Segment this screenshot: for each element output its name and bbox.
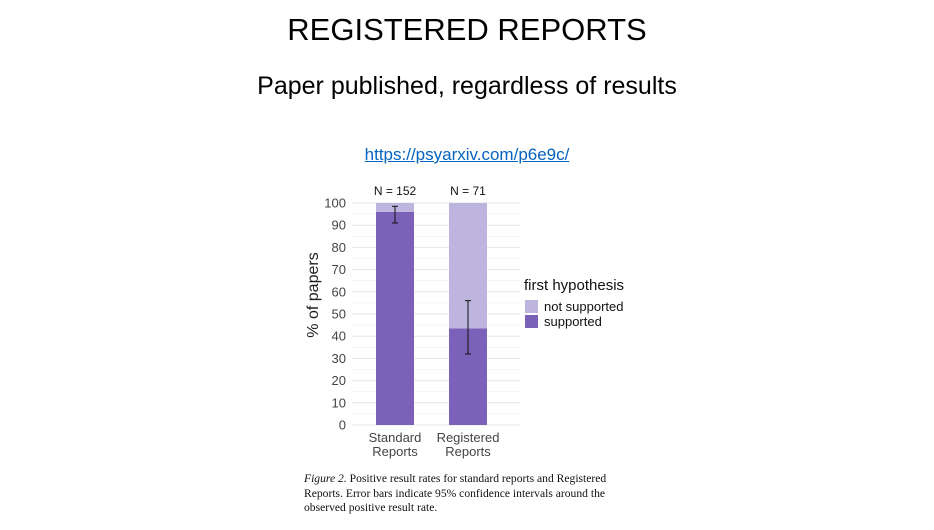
bar-annotations: N = 152 N = 71 (374, 184, 486, 198)
y-axis-ticks: 0 10 20 30 40 50 60 70 80 90 100 (324, 196, 346, 433)
source-link[interactable]: https://psyarxiv.com/p6e9c/ (364, 145, 570, 164)
y-tick-label: 30 (332, 351, 346, 366)
caption-label: Figure 2. (304, 472, 347, 485)
legend-swatch-supported (525, 315, 538, 328)
legend-label-supported: supported (544, 314, 602, 329)
y-axis-label: % of papers (305, 252, 322, 337)
source-link-container: https://psyarxiv.com/p6e9c/ (0, 145, 934, 165)
error-bars (392, 205, 471, 355)
y-tick-label: 100 (324, 196, 346, 211)
bar-annotation: N = 152 (374, 184, 417, 198)
x-tick-label: Registered (437, 430, 500, 445)
y-tick-label: 80 (332, 240, 346, 255)
y-tick-label: 10 (332, 395, 346, 410)
y-tick-label: 60 (332, 284, 346, 299)
y-tick-label: 90 (332, 218, 346, 233)
y-tick-label: 0 (339, 418, 346, 433)
legend-label-not-supported: not supported (544, 299, 624, 314)
x-tick-label: Standard (369, 430, 422, 445)
slide-subtitle: Paper published, regardless of results (257, 72, 677, 100)
legend-swatch-not-supported (525, 300, 538, 313)
y-tick-label: 50 (332, 307, 346, 322)
figure-caption: Figure 2. Positive result rates for stan… (304, 472, 644, 516)
x-tick-label: Reports (445, 444, 491, 459)
legend-title: first hypothesis (524, 277, 624, 294)
y-tick-label: 40 (332, 329, 346, 344)
bars (376, 203, 487, 425)
x-tick-label: Reports (372, 444, 418, 459)
y-tick-label: 20 (332, 373, 346, 388)
slide-title: REGISTERED REPORTS (287, 12, 647, 47)
bar-supported-1 (376, 211, 414, 425)
caption-text: Positive result rates for standard repor… (304, 472, 607, 514)
bar-annotation: N = 71 (450, 184, 486, 198)
y-tick-label: 70 (332, 262, 346, 277)
